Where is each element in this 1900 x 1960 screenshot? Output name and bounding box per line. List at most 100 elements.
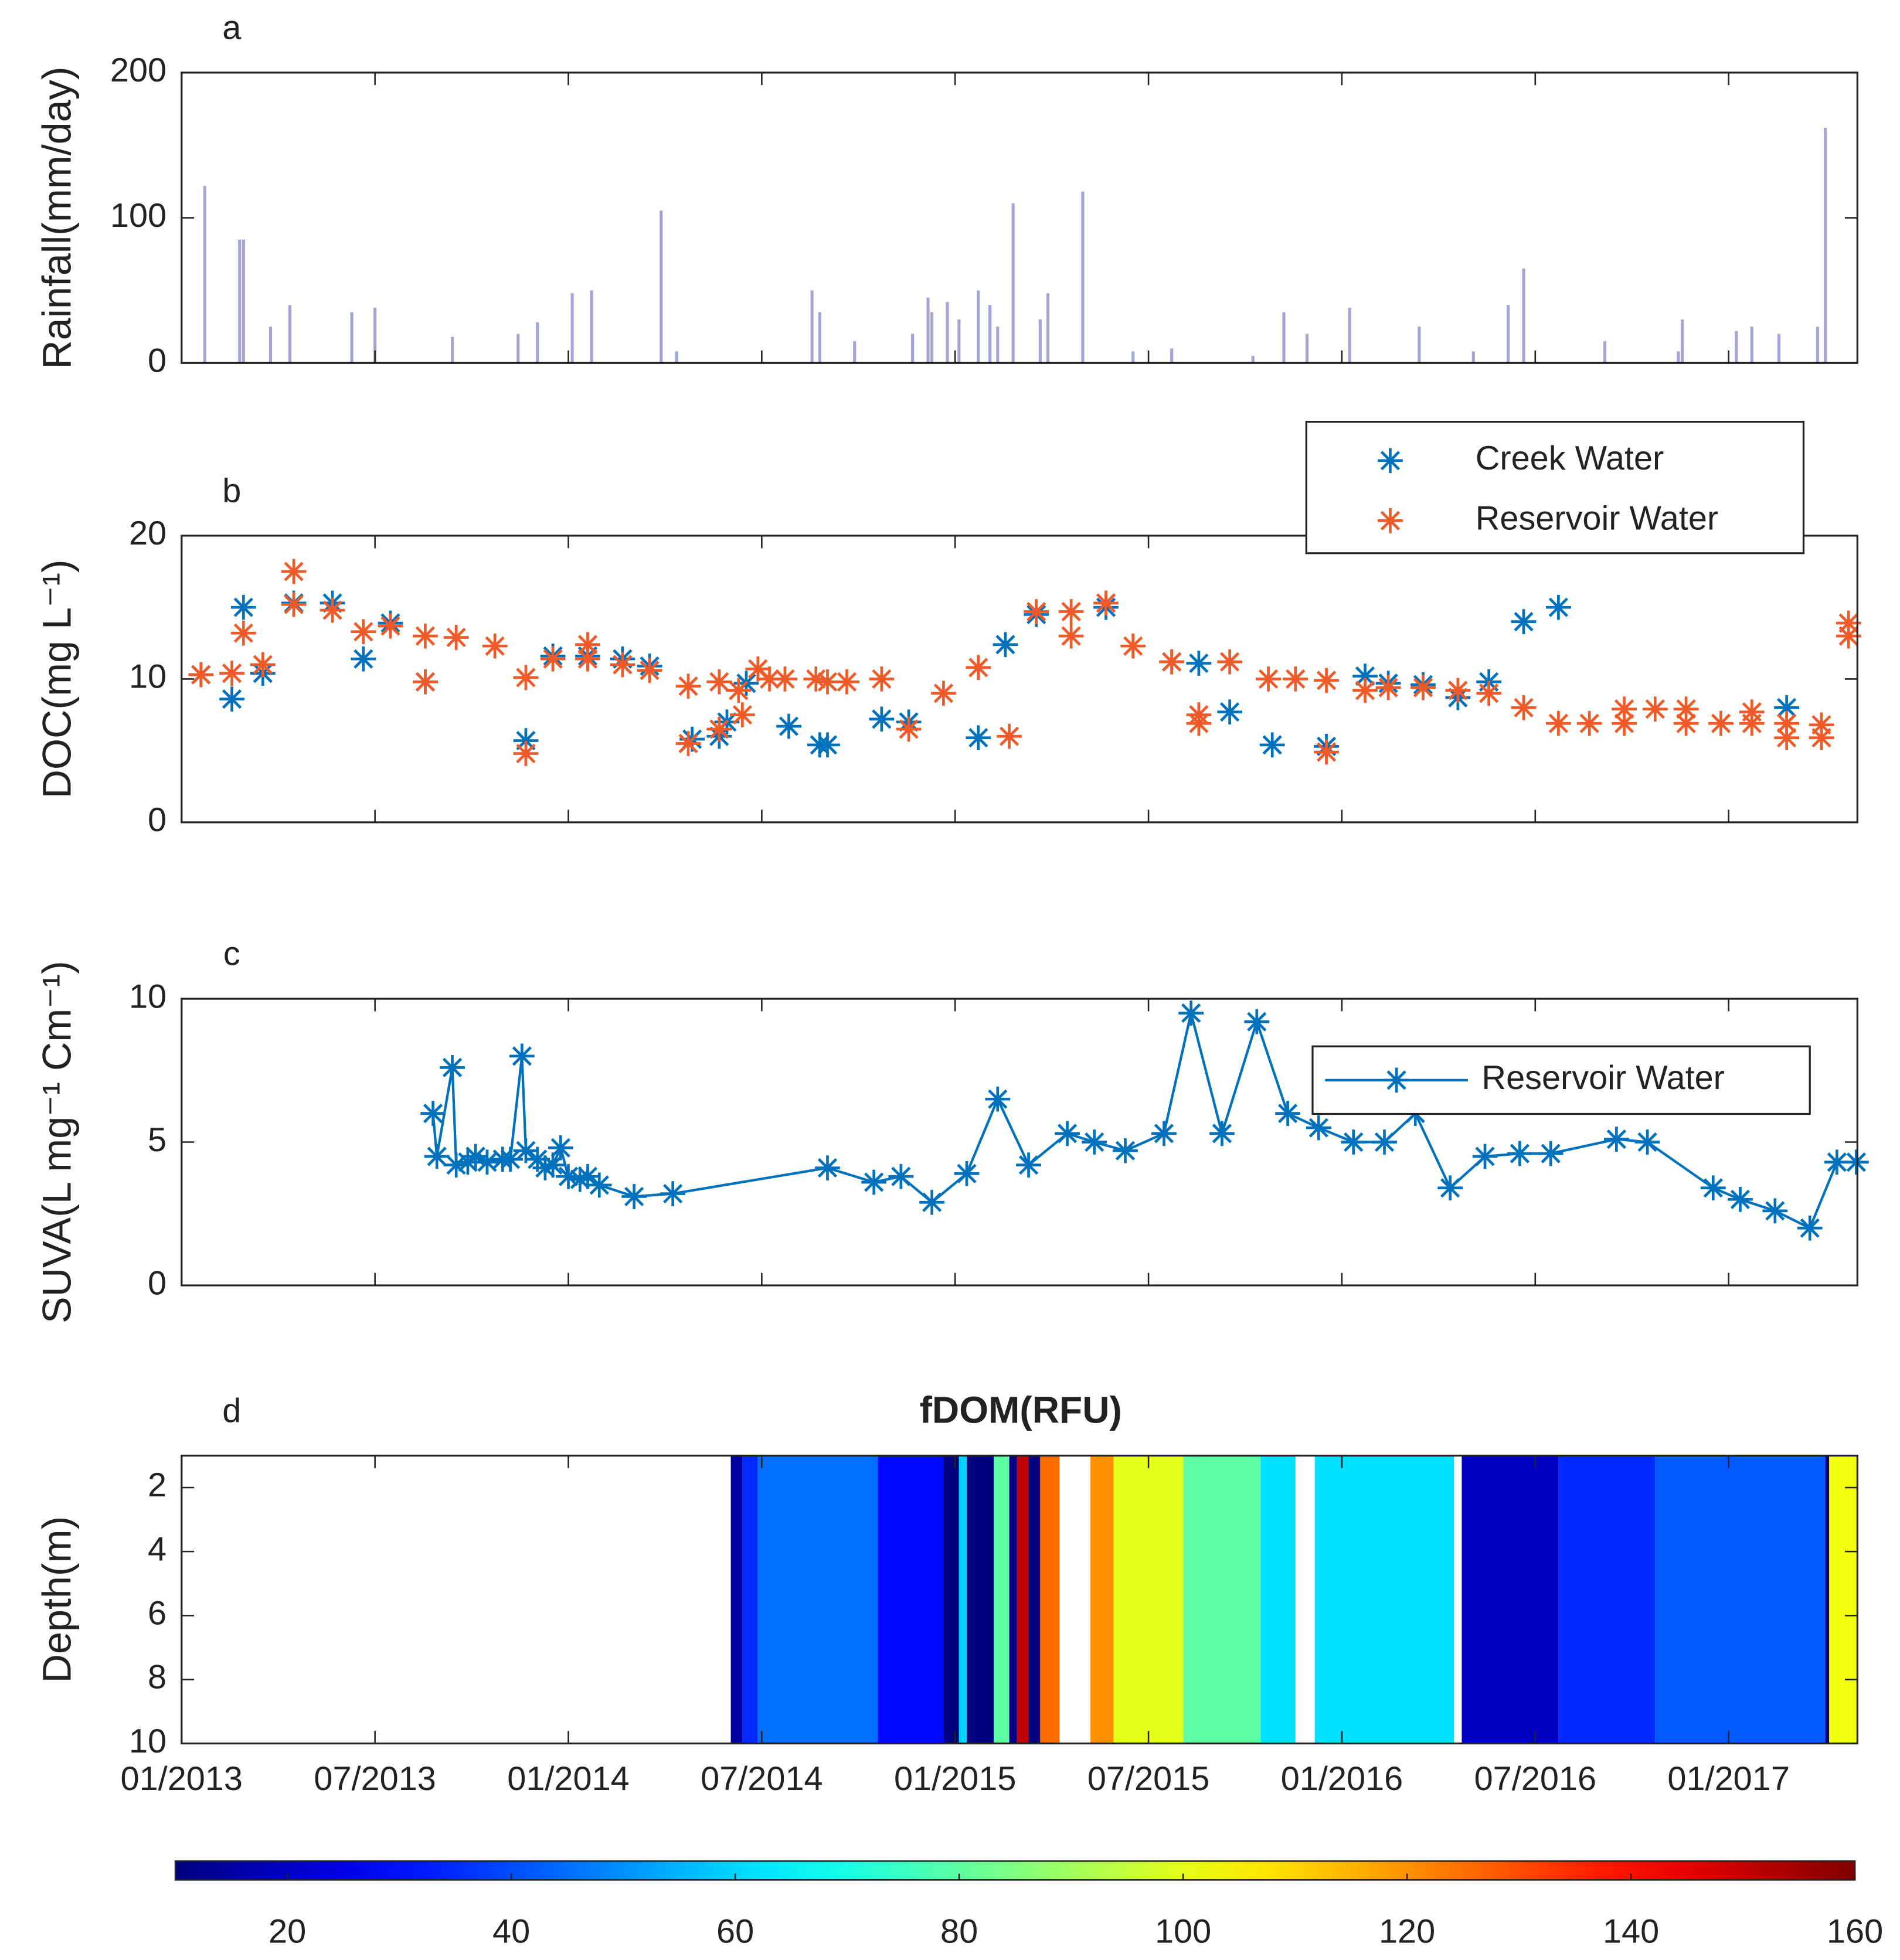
x-tick-label: 07/2013	[314, 1760, 436, 1798]
star-marker	[869, 706, 895, 732]
star-marker	[424, 1144, 450, 1169]
star-marker	[1375, 675, 1401, 700]
star-marker	[1844, 1149, 1869, 1175]
rain-bar	[1348, 308, 1351, 363]
star-marker	[250, 652, 276, 678]
panel: 0 100 200 a Rainfall(mm/day)	[35, 9, 1858, 379]
star-marker	[1058, 623, 1084, 649]
star-marker	[513, 665, 539, 690]
star-marker	[1217, 699, 1242, 725]
rain-bar	[1507, 305, 1510, 363]
star-marker	[1673, 710, 1699, 736]
rain-bar	[1282, 312, 1286, 363]
star-marker	[1055, 1121, 1080, 1146]
star-marker	[455, 1149, 481, 1175]
plot-frame	[181, 535, 1858, 824]
star-marker	[1306, 1115, 1331, 1141]
star-marker	[1283, 666, 1308, 692]
star-marker	[1024, 599, 1049, 624]
rain-bar	[946, 302, 949, 363]
fdom-band	[1825, 1455, 1830, 1744]
star-marker	[997, 723, 1022, 749]
rain-bar	[1750, 326, 1753, 363]
fdom-band	[1183, 1455, 1261, 1744]
legend-label: Creek Water	[1476, 440, 1664, 477]
star-marker	[513, 1138, 539, 1163]
panel-label: b	[222, 472, 241, 510]
x-tick-label: 01/2014	[507, 1760, 629, 1798]
fdom-band	[994, 1455, 1010, 1744]
star-marker	[1739, 710, 1765, 736]
star-marker	[1824, 1149, 1850, 1175]
y-tick-label: 100	[110, 197, 166, 234]
fdom-band	[1017, 1455, 1029, 1744]
star-marker	[1186, 651, 1212, 676]
star-marker	[230, 620, 256, 646]
fdom-band	[1028, 1455, 1041, 1744]
rain-bar	[1170, 348, 1174, 363]
star-marker	[548, 1135, 573, 1161]
star-marker	[1612, 696, 1637, 722]
fdom-band	[1829, 1455, 1858, 1744]
y-tick-label: 10	[129, 1723, 166, 1760]
rain-bar	[818, 312, 821, 363]
star-marker	[1259, 732, 1285, 758]
star-marker	[1151, 1121, 1177, 1146]
star-marker	[540, 1152, 566, 1178]
star-marker	[706, 716, 732, 742]
star-marker	[219, 686, 244, 712]
star-marker	[1217, 649, 1242, 675]
colorbar-tick-label: 40	[492, 1913, 530, 1950]
star-marker	[1774, 695, 1799, 720]
star-marker	[730, 702, 755, 727]
legend-box	[1311, 1045, 1811, 1115]
y-tick-label: 10	[129, 658, 166, 696]
rain-bar	[660, 210, 663, 363]
star-marker	[443, 1152, 469, 1178]
rain-bar	[1131, 351, 1135, 363]
rain-bar	[911, 334, 915, 363]
x-tick-label: 01/2017	[1667, 1760, 1789, 1798]
star-marker	[320, 597, 345, 623]
star-marker	[413, 623, 438, 649]
panel-title: fDOM(RFU)	[920, 1389, 1122, 1431]
y-axis-label: SUVA(L mg⁻¹ Cm⁻¹)	[35, 961, 80, 1323]
star-marker	[351, 646, 376, 672]
star-marker	[637, 658, 662, 683]
rain-bar	[926, 297, 930, 363]
star-marker	[1437, 1175, 1463, 1201]
legend-label: Reservoir Water	[1476, 500, 1718, 537]
star-marker	[1082, 1129, 1107, 1155]
fdom-band	[1558, 1455, 1656, 1744]
star-marker	[660, 1181, 685, 1206]
star-marker	[540, 646, 566, 672]
legend-marker	[1378, 508, 1403, 533]
star-marker	[1774, 725, 1799, 751]
star-marker	[1120, 633, 1146, 659]
star-marker	[556, 1163, 581, 1189]
star-marker	[1836, 623, 1861, 649]
star-marker	[1209, 1121, 1235, 1146]
star-marker	[1603, 1127, 1629, 1152]
y-tick-label: 10	[129, 978, 166, 1015]
rain-bar	[853, 341, 856, 363]
y-tick-label: 5	[148, 1121, 166, 1159]
star-marker	[413, 669, 438, 695]
star-marker	[931, 680, 956, 706]
star-marker	[420, 1101, 446, 1126]
legend-label: Reservoir Water	[1481, 1059, 1724, 1097]
y-axis-label: Depth(m)	[35, 1516, 80, 1683]
star-marker	[440, 1055, 465, 1080]
rain-bar	[451, 336, 454, 363]
plot-frame	[181, 72, 1858, 364]
star-marker	[513, 741, 539, 766]
star-marker	[772, 666, 798, 692]
star-marker	[575, 632, 600, 658]
rain-bar	[1081, 191, 1085, 363]
star-marker	[1178, 1001, 1204, 1026]
star-marker	[1341, 1129, 1367, 1155]
star-marker	[815, 669, 840, 695]
x-tick-label: 01/2015	[894, 1760, 1016, 1798]
y-tick-label: 0	[148, 801, 166, 839]
star-marker	[1762, 1198, 1788, 1224]
